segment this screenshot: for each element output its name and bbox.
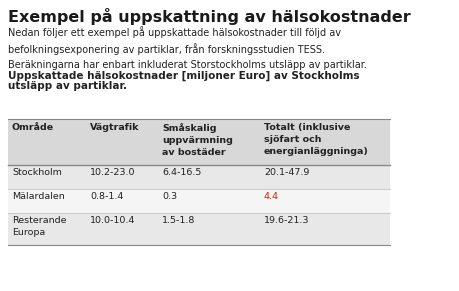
- Text: Mälardalen: Mälardalen: [12, 192, 65, 201]
- Text: 0.8-1.4: 0.8-1.4: [90, 192, 123, 201]
- Text: Totalt (inklusive
sjöfart och
energianläggninga): Totalt (inklusive sjöfart och energianlä…: [263, 123, 368, 156]
- Text: 20.1-47.9: 20.1-47.9: [263, 168, 309, 177]
- Text: 0.3: 0.3: [162, 192, 177, 201]
- Text: Exempel på uppskattning av hälsokostnader: Exempel på uppskattning av hälsokostnade…: [8, 8, 410, 25]
- Text: 10.2-23.0: 10.2-23.0: [90, 168, 135, 177]
- Text: Vägtrafik: Vägtrafik: [90, 123, 139, 132]
- Text: Nedan följer ett exempel på uppskattade hälsokostnader till följd av
befolknings: Nedan följer ett exempel på uppskattade …: [8, 26, 366, 70]
- Text: 19.6-21.3: 19.6-21.3: [263, 216, 309, 225]
- Text: 1.5-1.8: 1.5-1.8: [162, 216, 195, 225]
- Text: utsläpp av partiklar.: utsläpp av partiklar.: [8, 81, 127, 91]
- Text: 10.0-10.4: 10.0-10.4: [90, 216, 135, 225]
- Text: Uppskattade hälsokostnader [miljoner Euro] av Stockholms: Uppskattade hälsokostnader [miljoner Eur…: [8, 71, 359, 81]
- Bar: [8, 119, 389, 245]
- Text: Stockholm: Stockholm: [12, 168, 62, 177]
- Text: 6.4-16.5: 6.4-16.5: [162, 168, 201, 177]
- Bar: [8, 213, 389, 245]
- Text: Resterande
Europa: Resterande Europa: [12, 216, 67, 237]
- Bar: [8, 119, 389, 165]
- Text: Område: Område: [12, 123, 54, 132]
- Text: 4.4: 4.4: [263, 192, 279, 201]
- Text: Småskalig
uppvärmning
av bostäder: Småskalig uppvärmning av bostäder: [162, 123, 232, 157]
- Bar: [8, 165, 389, 189]
- Bar: [8, 189, 389, 213]
